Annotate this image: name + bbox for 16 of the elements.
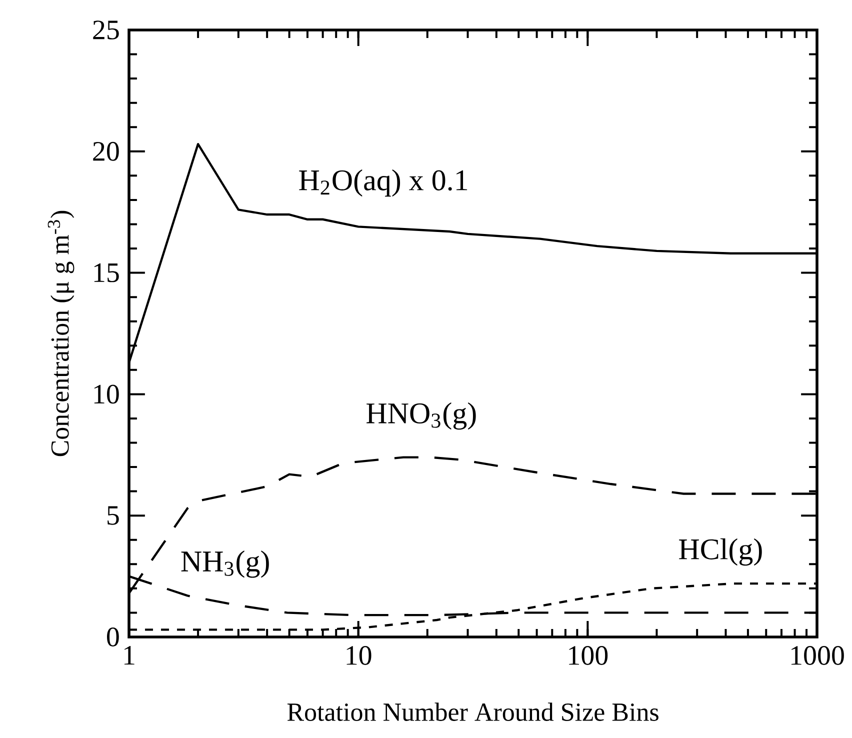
annotation: NH$_{3}$(g) <box>181 550 269 578</box>
x-tick-label: 1 <box>124 646 134 665</box>
x-tick-label: 100 <box>569 646 608 665</box>
annotation: HCl(g) <box>679 538 762 566</box>
y-tick-label: 15 <box>94 263 119 282</box>
annotation: H$_{2}$O(aq) x 0.1 <box>299 169 468 197</box>
x-tick-label: 1000 <box>791 646 844 665</box>
y-tick-label: 20 <box>93 142 119 161</box>
y-tick-label: 10 <box>94 384 119 404</box>
y-axis-title: Concentration (μ g m$^{-3}$) <box>48 210 74 456</box>
y-tick-label: 0 <box>107 628 119 646</box>
annotation: HNO$_{3}$(g) <box>366 402 476 430</box>
x-tick-label: 10 <box>346 646 372 665</box>
y-tick-label: 5 <box>108 506 119 525</box>
y-tick-label: 25 <box>93 20 119 40</box>
x-axis-title: Rotation Number Around Size Bins <box>287 702 658 721</box>
